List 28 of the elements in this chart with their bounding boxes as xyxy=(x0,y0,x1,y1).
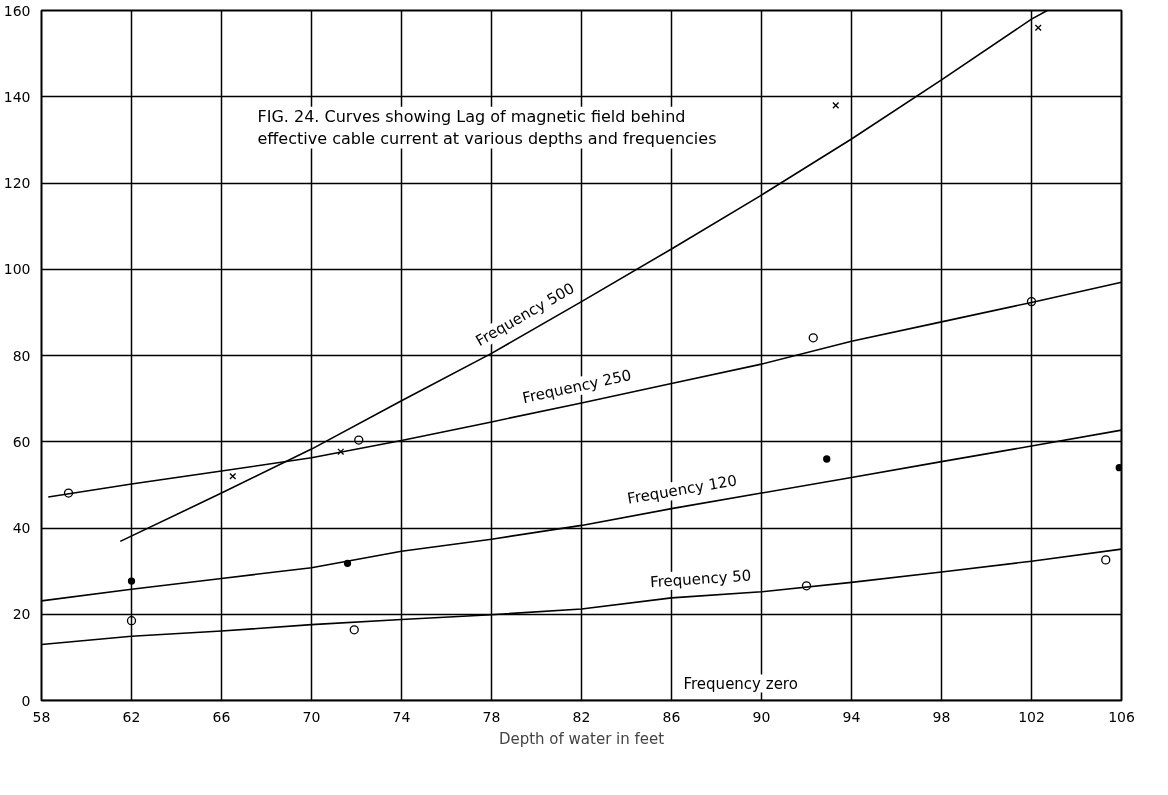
y-tick-label: 20 xyxy=(12,606,31,623)
x-tick-label: 66 xyxy=(212,708,231,725)
text: FIG. 24. Curves showing Lag of magnetic field behind effective cable current at various depths and frequencies xyxy=(257,106,717,149)
text: Frequency 250 xyxy=(520,366,633,408)
x-tick-label: 58 xyxy=(32,708,51,725)
y-tick-label: 100 xyxy=(3,261,31,278)
x-axis-title: Depth of water in feet xyxy=(498,729,665,748)
x-tick-label: 78 xyxy=(482,708,501,725)
y-tick-label: 60 xyxy=(12,433,31,450)
y-tick-label: 40 xyxy=(12,520,31,536)
x-tick-label: 74 xyxy=(392,708,411,725)
series-label: Frequency 50 xyxy=(649,566,752,592)
x-tick-label: 98 xyxy=(932,708,951,725)
x-tick-label: 106 xyxy=(1108,708,1135,725)
y-tick-label: 120 xyxy=(3,175,31,191)
text: Frequency 120 xyxy=(625,471,739,508)
x-tick-label: 62 xyxy=(122,708,141,725)
series-label: Frequency zero xyxy=(683,674,798,693)
x-tick-label: 94 xyxy=(842,708,861,725)
x-tick-label: 90 xyxy=(752,708,771,725)
y-tick-label: 0 xyxy=(21,692,31,709)
x-tick-label: 70 xyxy=(302,708,321,725)
x-tick-label: 86 xyxy=(662,708,681,725)
y-tick-label: 160 xyxy=(3,2,31,19)
x-tick-label: 102 xyxy=(1018,708,1045,725)
y-tick-label: 140 xyxy=(3,88,31,105)
x-tick-label: 82 xyxy=(572,708,591,725)
y-tick-label: 80 xyxy=(12,347,31,364)
